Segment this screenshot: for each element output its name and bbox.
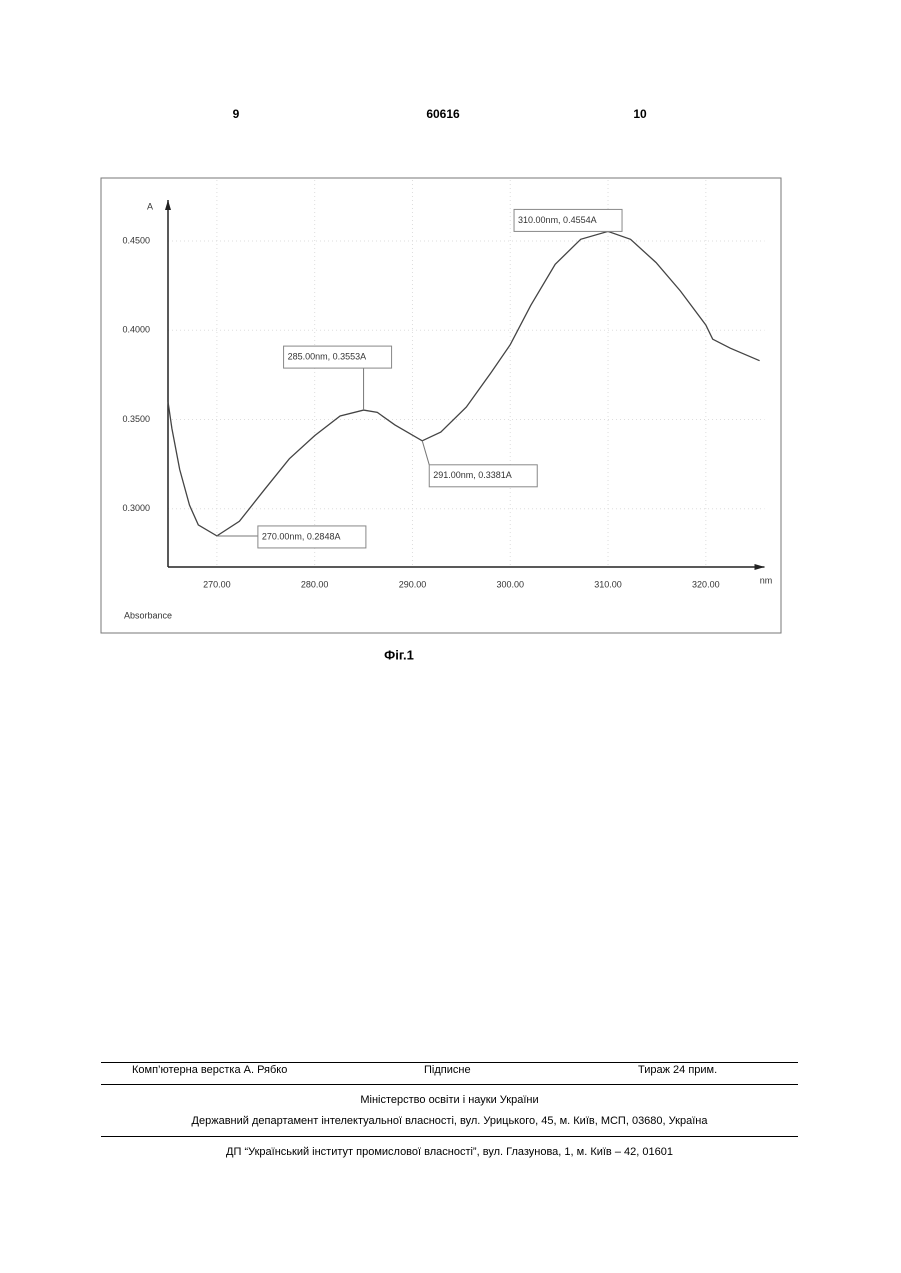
- footer-circulation: Тираж 24 прим.: [638, 1064, 717, 1076]
- corner-label: Absorbance: [124, 610, 172, 620]
- y-tick-label: 0.3000: [122, 503, 150, 513]
- rule: [101, 1136, 798, 1137]
- y-tick-label: 0.3500: [122, 414, 150, 424]
- spectrum-line: [168, 231, 760, 536]
- chart-frame: [101, 178, 781, 633]
- figure: 9 60616 10 A nm Absorbance Фіг.1 0.3000 0…: [0, 0, 901, 1273]
- patent-number: 60616: [426, 107, 460, 121]
- figure-caption: Фіг.1: [384, 647, 414, 662]
- annotation-label: 270.00nm, 0.2848A: [262, 531, 341, 541]
- footer-institute: ДП “Український інститут промислової вла…: [101, 1146, 798, 1158]
- x-tick-label: 290.00: [399, 579, 427, 589]
- rule: [101, 1062, 798, 1063]
- y-tick-label: 0.4500: [122, 235, 150, 245]
- annotation-leader: [422, 441, 429, 465]
- x-axis-label: nm: [760, 575, 773, 585]
- annotation-label: 285.00nm, 0.3553A: [288, 351, 367, 361]
- annotation-label: 310.00nm, 0.4554A: [518, 215, 597, 225]
- footer-department: Державний департамент інтелектуальної вл…: [101, 1115, 798, 1127]
- x-tick-label: 300.00: [496, 579, 524, 589]
- page: 9 60616 10 A nm Absorbance Фіг.1 0.3000 0…: [0, 0, 901, 1273]
- x-tick-label: 310.00: [594, 579, 622, 589]
- rule: [101, 1084, 798, 1085]
- y-tick-label: 0.4000: [122, 325, 150, 335]
- page-number-right: 10: [633, 107, 647, 121]
- page-number-left: 9: [233, 107, 240, 121]
- x-tick-label: 320.00: [692, 579, 720, 589]
- x-tick-label: 270.00: [203, 579, 231, 589]
- annotation-label: 291.00nm, 0.3381A: [433, 470, 512, 480]
- x-axis-arrow: [755, 564, 765, 570]
- footer-layout: Комп’ютерна верстка А. Рябко: [132, 1064, 287, 1076]
- y-axis-arrow: [165, 200, 171, 210]
- x-tick-label: 280.00: [301, 579, 329, 589]
- footer-ministry: Міністерство освіти і науки України: [101, 1094, 798, 1106]
- footer-signed: Підписне: [424, 1064, 471, 1076]
- y-axis-label: A: [147, 201, 153, 211]
